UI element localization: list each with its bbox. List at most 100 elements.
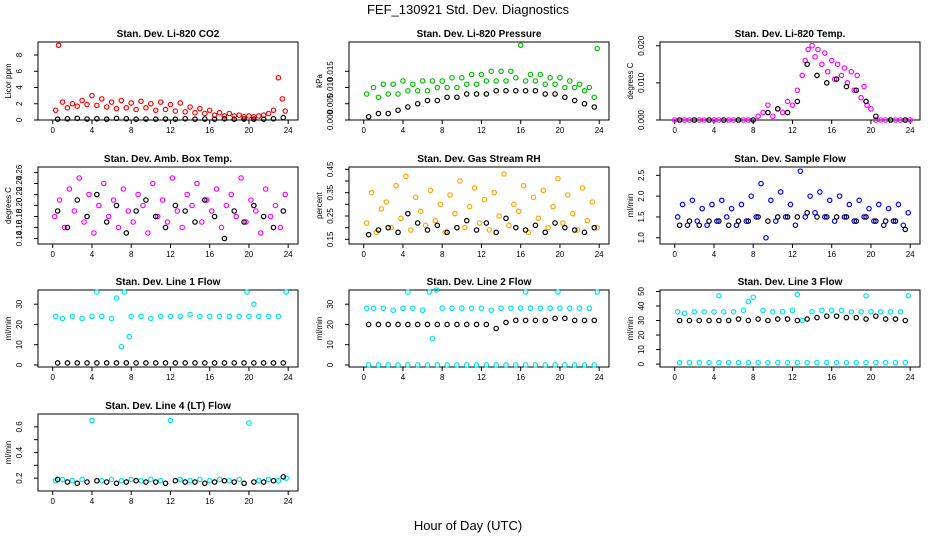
data-point [260, 360, 267, 366]
y-tick-label: 0.015 [326, 61, 335, 82]
y-tick-label: 0.010 [637, 72, 646, 93]
data-point [120, 186, 127, 192]
data-point [530, 194, 537, 201]
y-tick-label: 0.020 [637, 35, 646, 56]
data-point [84, 213, 90, 220]
data-point [201, 197, 208, 203]
data-point [246, 420, 252, 426]
data-point [512, 362, 519, 368]
data-point [133, 116, 139, 122]
panel-title: Stan. Dev. Sample Flow [734, 154, 846, 165]
data-point [804, 359, 810, 366]
data-point [424, 362, 431, 368]
plot-frame [659, 41, 921, 121]
y-tick-label: 10 [15, 340, 24, 349]
data-point [473, 81, 480, 88]
data-point [552, 220, 558, 226]
data-point [149, 180, 156, 187]
data-point [447, 192, 453, 198]
data-point [182, 479, 188, 485]
data-point [64, 360, 71, 366]
data-point [550, 203, 556, 210]
data-point [463, 81, 470, 88]
data-point [395, 321, 401, 328]
data-point [735, 359, 742, 366]
data-point [841, 65, 848, 71]
data-point [211, 479, 218, 485]
data-point [804, 209, 810, 216]
data-point [853, 218, 860, 224]
data-point [128, 313, 135, 320]
data-point [51, 213, 58, 220]
data-point [836, 193, 843, 199]
data-point [689, 197, 696, 204]
data-point [866, 205, 872, 212]
data-point [260, 479, 267, 485]
data-point [439, 78, 446, 84]
data-point [699, 205, 705, 212]
data-point [172, 360, 179, 366]
data-point [863, 359, 869, 366]
data-point [172, 116, 179, 122]
data-point [488, 307, 495, 314]
data-point [552, 91, 558, 97]
data-point [94, 289, 100, 295]
x-tick-label: 8 [129, 126, 134, 135]
panel-5: Stan. Dev. Gas Stream RH percent 0 4 8 12 16 20… [315, 154, 610, 259]
data-point [221, 477, 228, 484]
x-tick-label: 20 [244, 126, 253, 135]
data-point [459, 74, 465, 81]
data-point [189, 202, 195, 209]
data-point [148, 476, 154, 483]
data-point [463, 321, 470, 328]
data-point [822, 214, 828, 220]
data-point [59, 476, 66, 483]
data-point [419, 307, 426, 314]
data-point [814, 314, 820, 321]
data-point [74, 197, 81, 203]
data-point [576, 81, 583, 88]
data-point [56, 197, 63, 203]
y-tick-label: 0 [637, 361, 646, 366]
data-point [251, 116, 257, 122]
data-point [745, 298, 752, 305]
data-point [897, 308, 904, 315]
data-point [853, 314, 860, 321]
data-point [405, 210, 411, 217]
data-point [711, 308, 717, 315]
data-point [679, 201, 686, 208]
data-point [393, 182, 399, 189]
data-point [59, 99, 66, 105]
y-tick-label: 10 [637, 345, 646, 354]
data-point [66, 186, 73, 192]
data-point [571, 317, 578, 324]
data-point [231, 116, 238, 122]
x-tick-label: 24 [595, 126, 604, 135]
data-point [89, 313, 95, 320]
data-point [94, 191, 100, 198]
data-point [398, 215, 404, 222]
data-point [434, 84, 441, 91]
data-point [890, 218, 897, 224]
data-point [720, 308, 727, 315]
data-point [765, 109, 771, 116]
data-point [96, 202, 102, 209]
data-point [493, 87, 499, 94]
data-point [696, 359, 703, 366]
data-point [794, 214, 801, 220]
data-point [686, 218, 693, 224]
data-point [408, 227, 414, 233]
data-point [863, 293, 869, 299]
data-point [856, 197, 862, 204]
plot-frame [348, 166, 610, 245]
data-point [216, 313, 223, 320]
data-point [64, 224, 71, 231]
data-point [223, 202, 230, 209]
data-point [363, 305, 370, 312]
x-tick-label: 16 [205, 373, 214, 382]
data-point [98, 313, 105, 320]
y-tick-label: 0.15 [326, 231, 335, 247]
data-point [740, 307, 747, 314]
data-point [787, 201, 794, 208]
plot-frame [37, 289, 299, 368]
